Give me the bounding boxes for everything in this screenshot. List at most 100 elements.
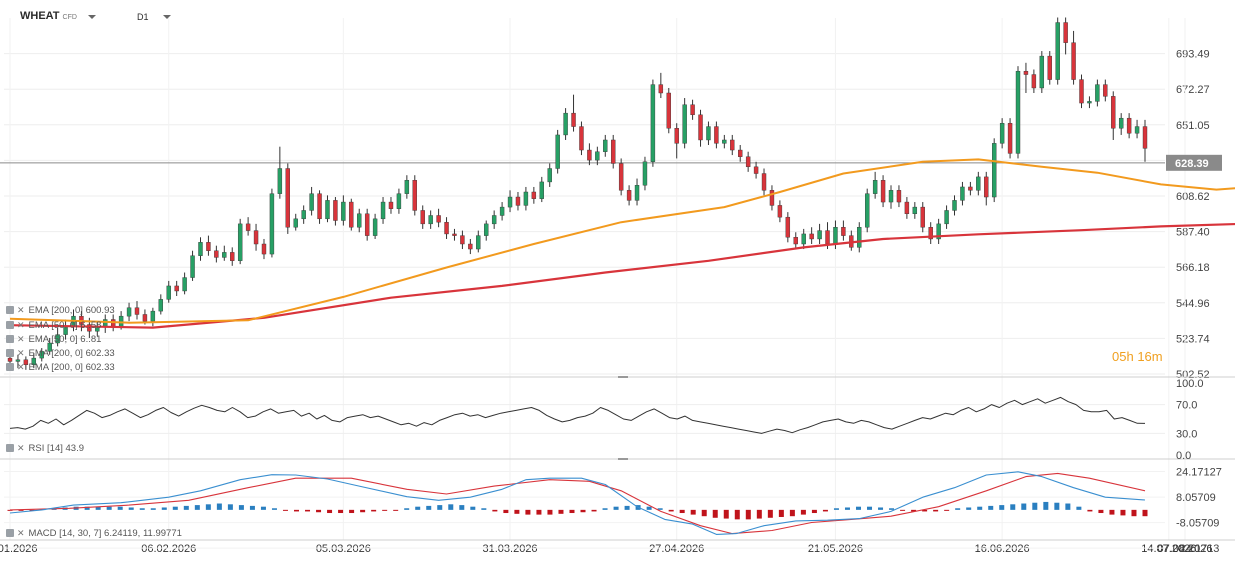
candle	[1071, 30, 1076, 85]
macd-histogram-bar-negative	[569, 509, 575, 514]
timeframe-label: D1	[137, 12, 149, 22]
candle-body-down	[317, 193, 322, 220]
candle	[1031, 69, 1037, 93]
candle	[404, 175, 410, 199]
candle	[23, 356, 29, 370]
candle-body-down	[468, 243, 473, 250]
candle-body-down	[984, 176, 989, 198]
remove-indicator-icon[interactable]: ✕	[17, 362, 25, 372]
candle-body-up	[47, 342, 52, 352]
ema200-line	[9, 222, 1235, 329]
candle	[15, 354, 21, 369]
macd-histogram-bar-positive	[194, 505, 200, 510]
indicator-settings-icon[interactable]	[6, 529, 14, 537]
candle	[849, 230, 854, 251]
macd-histogram-bar-negative	[933, 509, 939, 512]
symbol-selector[interactable]: WHEAT CFD	[20, 10, 77, 22]
symbol-dropdown-chevron-icon[interactable]	[88, 15, 96, 19]
candle-body-down	[245, 223, 251, 231]
macd-histogram-bar-positive	[1043, 501, 1049, 510]
macd-histogram-bar-positive	[216, 503, 222, 510]
macd-histogram-bar-positive	[448, 504, 454, 510]
macd-histogram-bar-negative	[393, 509, 399, 511]
legend-rsi[interactable]: ✕ RSI [14] 43.9	[6, 443, 84, 454]
macd-histogram-bar-positive	[833, 508, 839, 510]
indicator-settings-icon[interactable]	[6, 306, 14, 314]
remove-indicator-icon[interactable]: ✕	[17, 334, 25, 344]
macd-histogram-bar-negative	[767, 509, 773, 518]
macd-histogram-bar-negative	[734, 509, 740, 520]
macd-histogram-bar-positive	[1032, 502, 1038, 510]
candle-body-down	[253, 230, 259, 245]
macd-histogram-bar-positive	[95, 506, 101, 510]
remove-indicator-icon[interactable]: ✕	[17, 305, 25, 315]
macd-histogram-bar-positive	[955, 508, 961, 510]
candle	[190, 250, 195, 281]
candle-body-up	[555, 134, 560, 169]
remove-indicator-icon[interactable]: ✕	[17, 348, 25, 358]
candle	[769, 185, 775, 211]
candle-body-down	[206, 242, 211, 251]
candle	[1111, 91, 1116, 140]
candle	[968, 181, 973, 196]
candle	[55, 327, 60, 347]
candle	[341, 195, 346, 226]
legend-ema-1[interactable]: ✕ EMA [200, 0] 600.93	[6, 305, 115, 316]
rsi-line	[9, 396, 1146, 434]
remove-indicator-icon[interactable]: ✕	[17, 320, 25, 330]
indicator-settings-icon[interactable]	[6, 335, 14, 343]
candle-body-up	[857, 227, 862, 248]
candle-body-up	[1095, 84, 1100, 102]
macd-histogram-bar-negative	[282, 509, 288, 511]
rsi-resize-handle[interactable]	[618, 376, 628, 378]
timeframe-dropdown-chevron-icon[interactable]	[163, 15, 171, 19]
remove-indicator-icon[interactable]: ✕	[17, 443, 25, 453]
candle	[1126, 113, 1132, 139]
indicator-settings-icon[interactable]	[6, 363, 14, 371]
candle-body-down	[579, 126, 584, 151]
candle-body-up	[507, 196, 513, 208]
candle	[134, 301, 140, 320]
legend-ema-4[interactable]: ✕ EMA [200, 0] 602.33	[6, 348, 115, 359]
legend-ema-5[interactable]: ✕ EMA [200, 0] 602.33	[6, 362, 115, 373]
timeframe-selector[interactable]: D1	[137, 12, 149, 22]
indicator-settings-icon[interactable]	[6, 321, 14, 329]
candle	[1055, 17, 1060, 85]
candle-body-down	[825, 230, 830, 245]
candle-body-up	[936, 223, 941, 240]
rsi-tick-label: 30.0	[1176, 428, 1197, 440]
candle-body-down	[761, 173, 767, 191]
candle	[436, 208, 441, 228]
legend-ema-3[interactable]: ✕ EMA [50, 0] 6..81	[6, 334, 101, 345]
candle-body-up	[198, 242, 203, 256]
macd-histogram-bar-negative	[822, 509, 828, 512]
candle	[690, 99, 695, 120]
indicator-settings-icon[interactable]	[6, 349, 14, 357]
macd-histogram-bar-positive	[602, 508, 608, 510]
macd-resize-handle[interactable]	[618, 458, 628, 460]
candle-body-down	[134, 307, 140, 315]
candle	[301, 205, 306, 224]
candle-body-up	[476, 235, 481, 250]
candle	[380, 197, 386, 224]
candle	[150, 307, 156, 327]
macd-histogram-bar-negative	[723, 509, 729, 519]
remove-indicator-icon[interactable]: ✕	[17, 528, 25, 538]
candle-body-up	[976, 176, 981, 191]
legend-macd[interactable]: ✕ MACD [14, 30, 7] 6.24119, 11.99771	[6, 528, 182, 539]
candle-body-down	[1079, 79, 1084, 104]
macd-histogram-bar-positive	[855, 506, 861, 510]
candle-body-down	[611, 139, 616, 164]
legend-ema-2[interactable]: ✕ EMA [50, 0] 6..58	[6, 320, 101, 331]
ema50-line	[9, 158, 1235, 324]
candle	[468, 238, 473, 255]
candle	[944, 205, 949, 229]
macd-histogram-bar-negative	[360, 509, 366, 513]
candle-body-up	[491, 215, 497, 225]
macd-histogram-bar-positive	[249, 505, 255, 510]
macd-histogram-bar-negative	[547, 509, 553, 515]
macd-histogram-bar-positive	[977, 506, 983, 510]
rsi-tick-label: 100.0	[1176, 378, 1204, 390]
indicator-settings-icon[interactable]	[6, 444, 14, 452]
